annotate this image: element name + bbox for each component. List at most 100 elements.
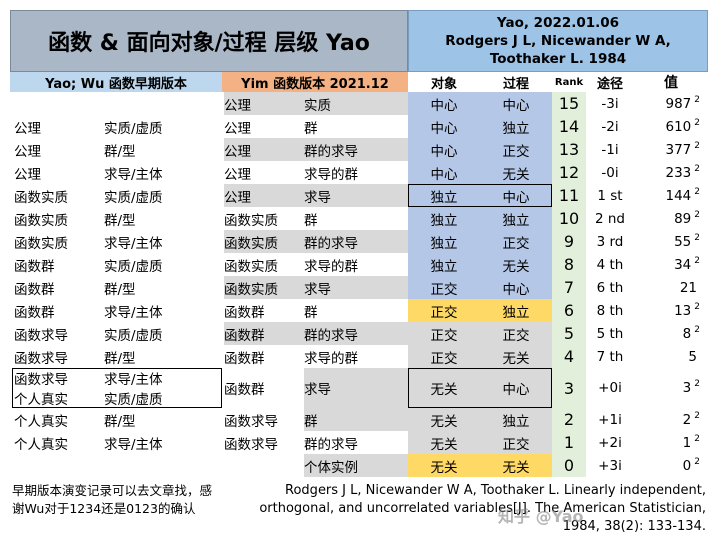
object-cell: 正交: [408, 345, 480, 368]
process-cell: 独立: [480, 299, 552, 322]
object-cell: 无关: [408, 454, 480, 477]
value-exponent: 2: [694, 163, 700, 174]
rank-cell: 14: [552, 115, 586, 138]
path-cell: +2i: [598, 434, 622, 451]
value-cell: 21: [634, 276, 700, 299]
yim-level-cell: 函数群: [224, 345, 304, 368]
yim-level-cell: 函数求导: [224, 431, 304, 454]
wu-level-cell: 公理: [14, 120, 41, 137]
yim-sublevel-cell: 求导: [304, 276, 408, 299]
value-text: 34: [674, 256, 692, 273]
rank-cell: 1: [552, 431, 586, 454]
rank-cell: 11: [552, 184, 586, 207]
merged-object-box: [408, 368, 552, 408]
rank-cell: 3: [552, 368, 586, 408]
object-cell: 独立: [408, 207, 480, 230]
process-column-header: 过程: [502, 76, 529, 92]
wu-sublevel-cell: 群/型: [104, 143, 136, 160]
wu-level-cell: 函数求导: [14, 350, 68, 367]
wu-sublevel-cell: 实质/虚质: [104, 258, 163, 275]
citation-line-3: 1984, 38(2): 133-134.: [562, 519, 706, 534]
value-cell: 987 2: [634, 92, 700, 115]
value-exponent: 2: [694, 410, 700, 421]
wu-sublevel-cell: 求导/主体: [104, 372, 163, 388]
path-cell: -1i: [601, 141, 619, 158]
object-cell: 独立: [408, 253, 480, 276]
yim-version-header: Yim 函数版本 2021.12: [222, 72, 408, 92]
yim-level-cell: 函数群: [224, 368, 304, 408]
path-cell: +0i: [598, 380, 622, 396]
process-cell: 正交: [480, 230, 552, 253]
wu-sublevel-cell: 实质/虚质: [104, 392, 163, 408]
value-cell: 55 2: [634, 230, 700, 253]
citation-line-2: orthogonal, and uncorrelated variables[J…: [259, 501, 706, 516]
value-exponent: 2: [694, 209, 700, 220]
path-cell: 5 th: [596, 325, 624, 342]
yim-sublevel-cell: 群: [304, 408, 408, 431]
value-exponent: 2: [694, 433, 700, 444]
object-cell: 无关: [408, 368, 480, 408]
value-cell: 144 2: [634, 184, 700, 207]
wu-level-cell: 函数实质: [14, 189, 68, 206]
group-outline: [408, 184, 552, 207]
yim-sublevel-cell: 求导: [304, 184, 408, 207]
process-cell: 正交: [480, 431, 552, 454]
yim-level-cell: 公理: [224, 161, 304, 184]
wu-sublevel-cell: 群/型: [104, 212, 136, 229]
value-text: 2: [682, 411, 692, 428]
process-cell: 无关: [480, 161, 552, 184]
wu-sublevel-cell: 群/型: [104, 350, 136, 367]
watermark: 知乎 @Yao: [498, 507, 584, 526]
wu-sublevel-cell: 求导/主体: [104, 235, 163, 252]
value-cell: 34 2: [634, 253, 700, 276]
yim-level-cell: 公理: [224, 92, 304, 115]
value-exponent: 2: [694, 456, 700, 467]
value-text: 233: [665, 164, 692, 181]
wu-level-cell: 个人真实: [14, 413, 68, 430]
reference-line-3: Toothaker L. 1984: [489, 51, 627, 67]
path-cell: 3 rd: [596, 233, 624, 250]
value-text: 55: [674, 233, 692, 250]
process-cell: 中心: [480, 368, 552, 408]
yim-level-cell: 公理: [224, 138, 304, 161]
wu-sublevel-cell: [104, 454, 222, 477]
value-exponent: 2: [694, 301, 700, 312]
yim-level-cell: 函数求导: [224, 408, 304, 431]
value-text: 610: [665, 118, 692, 135]
rank-cell: 2: [552, 408, 586, 431]
process-cell: 中心: [480, 92, 552, 115]
yim-sublevel-cell: 群: [304, 115, 408, 138]
footer-notes: 早期版本演变记录可以去文章找，感谢Wu对于1234还是0123的确认: [12, 483, 213, 516]
rank-cell: 12: [552, 161, 586, 184]
wu-level-cell: 函数群: [14, 304, 55, 321]
rank-cell: 15: [552, 92, 586, 115]
citation-line-1: Rodgers J L, Nicewander W A, Toothaker L…: [285, 483, 706, 498]
object-cell: 中心: [408, 115, 480, 138]
wu-level-cell: [14, 92, 104, 115]
value-text: 377: [665, 141, 692, 158]
value-text: 987: [665, 95, 692, 112]
yim-sublevel-cell: 群的求导: [304, 322, 408, 345]
object-cell: 正交: [408, 299, 480, 322]
object-cell: 中心: [408, 161, 480, 184]
yim-sublevel-cell: 求导: [304, 368, 408, 408]
reference-header: Yao, 2022.01.06 Rodgers J L, Nicewander …: [408, 10, 708, 72]
wu-sublevel-cell: 实质/虚质: [104, 120, 163, 137]
value-exponent: 2: [694, 379, 700, 389]
path-cell: 8 th: [596, 302, 624, 319]
object-cell: 无关: [408, 431, 480, 454]
process-cell: 中心: [480, 184, 552, 207]
path-cell: -3i: [601, 95, 619, 112]
value-text: 5: [688, 348, 697, 365]
value-exponent: 2: [694, 140, 700, 151]
wu-level-cell: 公理: [14, 166, 41, 183]
path-cell: -0i: [601, 164, 619, 181]
value-text: 144: [665, 187, 692, 204]
value-cell: 89 2: [634, 207, 700, 230]
rank-cell: 10: [552, 207, 586, 230]
